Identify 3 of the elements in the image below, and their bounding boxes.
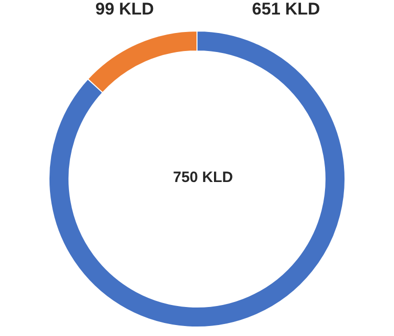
data-label: 651 KLD — [252, 0, 320, 18]
text: 750 KLD — [172, 169, 234, 186]
data-label: 99 KLD — [95, 0, 154, 18]
